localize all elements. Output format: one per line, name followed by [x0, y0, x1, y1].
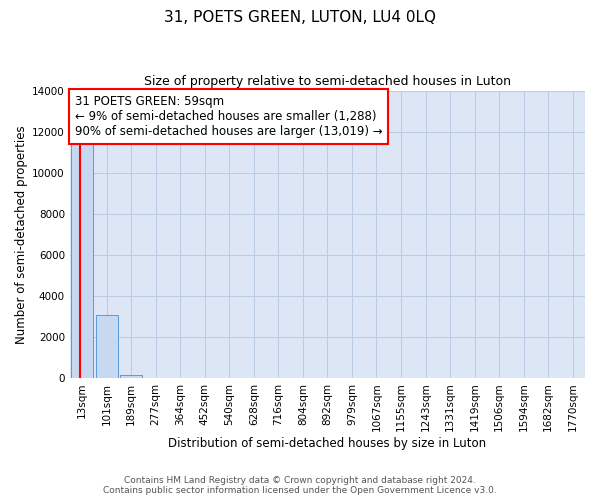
X-axis label: Distribution of semi-detached houses by size in Luton: Distribution of semi-detached houses by …: [169, 437, 487, 450]
Title: Size of property relative to semi-detached houses in Luton: Size of property relative to semi-detach…: [144, 75, 511, 88]
Bar: [71, 143, 93, 378]
Text: Contains HM Land Registry data © Crown copyright and database right 2024.
Contai: Contains HM Land Registry data © Crown c…: [103, 476, 497, 495]
Text: 31 POETS GREEN: 59sqm
← 9% of semi-detached houses are smaller (1,288)
90% of se: 31 POETS GREEN: 59sqm ← 9% of semi-detac…: [75, 95, 383, 138]
Text: 31, POETS GREEN, LUTON, LU4 0LQ: 31, POETS GREEN, LUTON, LU4 0LQ: [164, 10, 436, 25]
Y-axis label: Number of semi-detached properties: Number of semi-detached properties: [15, 125, 28, 344]
Bar: [95, 315, 118, 378]
Bar: [120, 375, 142, 378]
